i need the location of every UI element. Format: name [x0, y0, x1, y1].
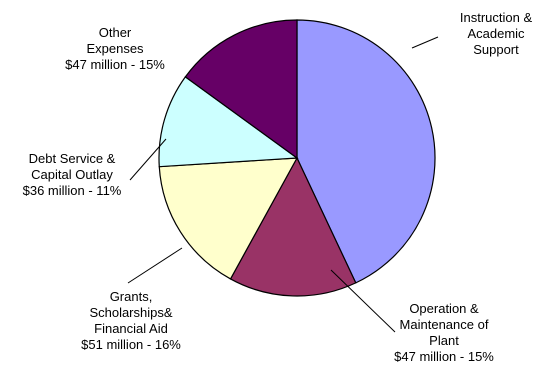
slice-label-2-line-3: $51 million - 16% — [81, 337, 181, 352]
slice-label-1: Operation & Maintenance of Plant $47 millio… — [394, 301, 494, 364]
leader-line-3 — [129, 138, 167, 181]
slice-label-3-line-2: $36 million - 11% — [23, 183, 122, 198]
slice-label-1-line-0: Operation & — [409, 301, 479, 316]
slice-label-1-line-2: Plant — [429, 333, 459, 348]
slice-label-2-line-0: Grants, — [110, 289, 153, 304]
slice-label-3-line-0: Debt Service & — [29, 151, 116, 166]
pie-slice-2 — [158, 157, 299, 280]
slice-label-4-line-1: Expenses — [86, 41, 144, 56]
slice-label-3-line-1: Capital Outlay — [31, 167, 113, 182]
slice-label-1-line-3: $47 million - 15% — [394, 349, 494, 364]
slice-label-4-line-2: $47 million - 15% — [65, 57, 165, 72]
slice-label-0-line-0: Instruction & — [460, 10, 533, 25]
slice-label-4: Other Expenses $47 million - 15% — [65, 25, 165, 72]
slice-label-3: Debt Service & Capital Outlay $36 million … — [23, 151, 122, 198]
slice-label-2-line-2: Financial Aid — [94, 321, 168, 336]
leader-line-1 — [330, 269, 396, 333]
pie-slice-0 — [296, 19, 436, 284]
slice-label-0-line-1: Academic — [467, 26, 525, 41]
pie-slice-3 — [158, 76, 299, 168]
leader-line-0 — [411, 36, 439, 49]
pie-slice-1 — [229, 156, 357, 297]
slice-label-0-line-2: Support — [473, 42, 519, 57]
slice-label-0: Instruction & Academic Support — [460, 10, 533, 57]
slice-label-1-line-1: Maintenance of — [400, 317, 489, 332]
pie-slice-4 — [184, 19, 298, 160]
slice-label-4-line-0: Other — [99, 25, 132, 40]
slice-label-2-line-1: Scholarships& — [89, 305, 172, 320]
slice-label-2: Grants, Scholarships& Financial Aid $51 mil… — [81, 289, 181, 352]
leader-line-2 — [127, 247, 183, 284]
